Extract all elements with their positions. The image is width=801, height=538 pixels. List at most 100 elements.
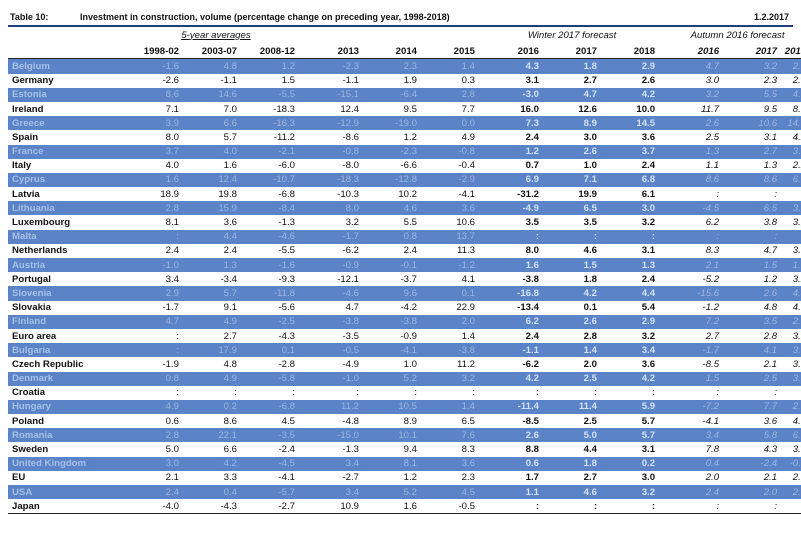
table-cell: 3.1 (792, 217, 801, 229)
table-row: Sweden 5.0 6.6 -2.4 -1.3 9.4 8.3 8.8 4.4 3.1 7.8 4.… (8, 442, 801, 456)
table-cell: 8.6 (726, 172, 785, 188)
table-cell: : (774, 188, 778, 200)
row-label: EU (12, 472, 26, 484)
table-cell: : (546, 499, 605, 515)
table-cell: 5.7 (641, 415, 656, 427)
table-cell: 2.6 (482, 428, 547, 443)
table-cell: -1.7 (162, 302, 179, 314)
table-cell: -2.7 (342, 472, 359, 484)
table-cell: 2.8 (784, 399, 801, 415)
table-cell: : (726, 499, 785, 515)
table-cell: 1.5 (662, 371, 727, 386)
table-cell: 3.6 (424, 201, 483, 216)
table-cell: 5.0 (546, 428, 605, 443)
table-cell: -1.3 (278, 217, 295, 229)
table-cell: 8.0 (525, 245, 540, 257)
table-cell: 2.9 (784, 58, 801, 74)
row-label: Spain (12, 131, 39, 143)
table-cell: 1.2 (763, 273, 778, 285)
column-header: 2015 (424, 42, 483, 60)
table-cell: -2.3 (366, 144, 424, 159)
column-header: 2018 (604, 42, 663, 60)
table-cell: -1.3 (342, 444, 359, 456)
table-cell: -4.3 (186, 499, 244, 515)
row-label: Hungary (8, 399, 130, 415)
column-header: 2014 (366, 42, 424, 60)
table-cell: 14.5 (604, 116, 663, 131)
table-cell: 1.3 (186, 258, 244, 273)
row-label: Romania (8, 428, 130, 443)
table-cell: 4.9 (461, 131, 476, 143)
table-cell: 3.2 (641, 330, 656, 342)
table-cell: 1.6 (223, 160, 237, 172)
table-cell: 2.4 (525, 131, 540, 143)
table-cell: 4.7 (662, 58, 727, 74)
table-cell: -12.8 (366, 172, 424, 188)
table-cell: : (234, 387, 237, 399)
column-header: 2018 (784, 42, 801, 60)
table-cell: 4.2 (604, 87, 663, 102)
table-cell: 4.0 (165, 160, 179, 172)
table-cell: -2.3 (302, 58, 366, 74)
table-cell: 6.6 (223, 444, 237, 456)
table-cell: : (662, 499, 727, 515)
table-cell: 2.4 (525, 330, 540, 342)
table-cell: 7.3 (482, 116, 547, 131)
table-cell: 3.1 (792, 245, 801, 257)
row-label: Austria (8, 258, 130, 273)
table-cell: 3.0 (641, 472, 656, 484)
table-cell: : (482, 229, 547, 244)
table-cell: -3.8 (366, 314, 424, 329)
table-cell: -6.6 (400, 160, 417, 172)
table-cell: 2.1 (784, 485, 801, 500)
table-cell: 1.7 (525, 472, 540, 484)
table-cell: 1.4 (424, 399, 483, 415)
table-cell: : (662, 229, 727, 244)
table-cell: 8.6 (223, 415, 237, 427)
table-row: Czech Republic -1.9 4.8 -2.8 -4.9 1.0 11.2 -6.2… (8, 357, 801, 371)
table-cell: : (716, 387, 720, 399)
table-row: Austria -1.0 1.3 -1.6 -0.9 -0.1 -1.2 1.6 1.5 1.3 2… (8, 258, 801, 273)
table-cell: 3.3 (792, 330, 801, 342)
table-cell: -4.8 (342, 415, 359, 427)
table-cell: -10.7 (244, 172, 302, 188)
table-cell: 4.2 (546, 286, 605, 301)
table-cell: 4.2 (792, 131, 801, 143)
table-cell: 5.2 (366, 485, 424, 500)
table-cell: -6.2 (522, 358, 540, 370)
table-cell: 1.2 (482, 144, 547, 159)
table-cell: 1.3 (784, 258, 801, 273)
table-cell: 2.1 (165, 472, 179, 484)
table-cell: 2.4 (641, 160, 656, 172)
table-cell: 5.7 (604, 428, 663, 443)
table-cell: 6.5 (461, 415, 476, 427)
row-label: Malta (8, 229, 130, 244)
table-cell: -12.1 (337, 273, 359, 285)
table-cell: 2.8 (583, 330, 598, 342)
table-cell: 1.5 (546, 258, 605, 273)
table-cell: 3.2 (604, 485, 663, 500)
row-label: Bulgaria (8, 343, 130, 358)
row-label: Japan (8, 499, 130, 515)
table-row: Denmark 0.8 4.9 -5.8 -1.0 5.2 3.2 4.2 2.5 4.2 1.5 2… (8, 371, 801, 386)
table-cell: -9.3 (278, 273, 295, 285)
table-cell: -4.3 (278, 330, 295, 342)
table-cell: 1.4 (424, 58, 483, 74)
table-cell: 2.2 (792, 160, 801, 172)
table-cell: 1.6 (130, 172, 186, 188)
table-cell: 4.5 (281, 415, 295, 427)
table-cell: 9.5 (763, 103, 778, 115)
table-cell: -16.3 (244, 116, 302, 131)
table-cell: 12.6 (578, 103, 598, 115)
table-cell: 8.3 (705, 245, 720, 257)
table-cell: 1.3 (604, 258, 663, 273)
table-cell: 6.9 (482, 172, 547, 188)
row-label: Greece (8, 116, 130, 131)
table-cell: 1.3 (763, 160, 778, 172)
table-cell: -1.7 (662, 343, 727, 358)
table-cell: 2.4 (662, 485, 727, 500)
table-cell: 3.5 (726, 314, 785, 329)
table-cell: 3.5 (583, 217, 598, 229)
table-cell: 1.5 (726, 258, 785, 273)
table-row: Portugal 3.4 -3.4 -9.3 -12.1 -3.7 4.1 -3.8 1.8 2.… (8, 272, 801, 286)
